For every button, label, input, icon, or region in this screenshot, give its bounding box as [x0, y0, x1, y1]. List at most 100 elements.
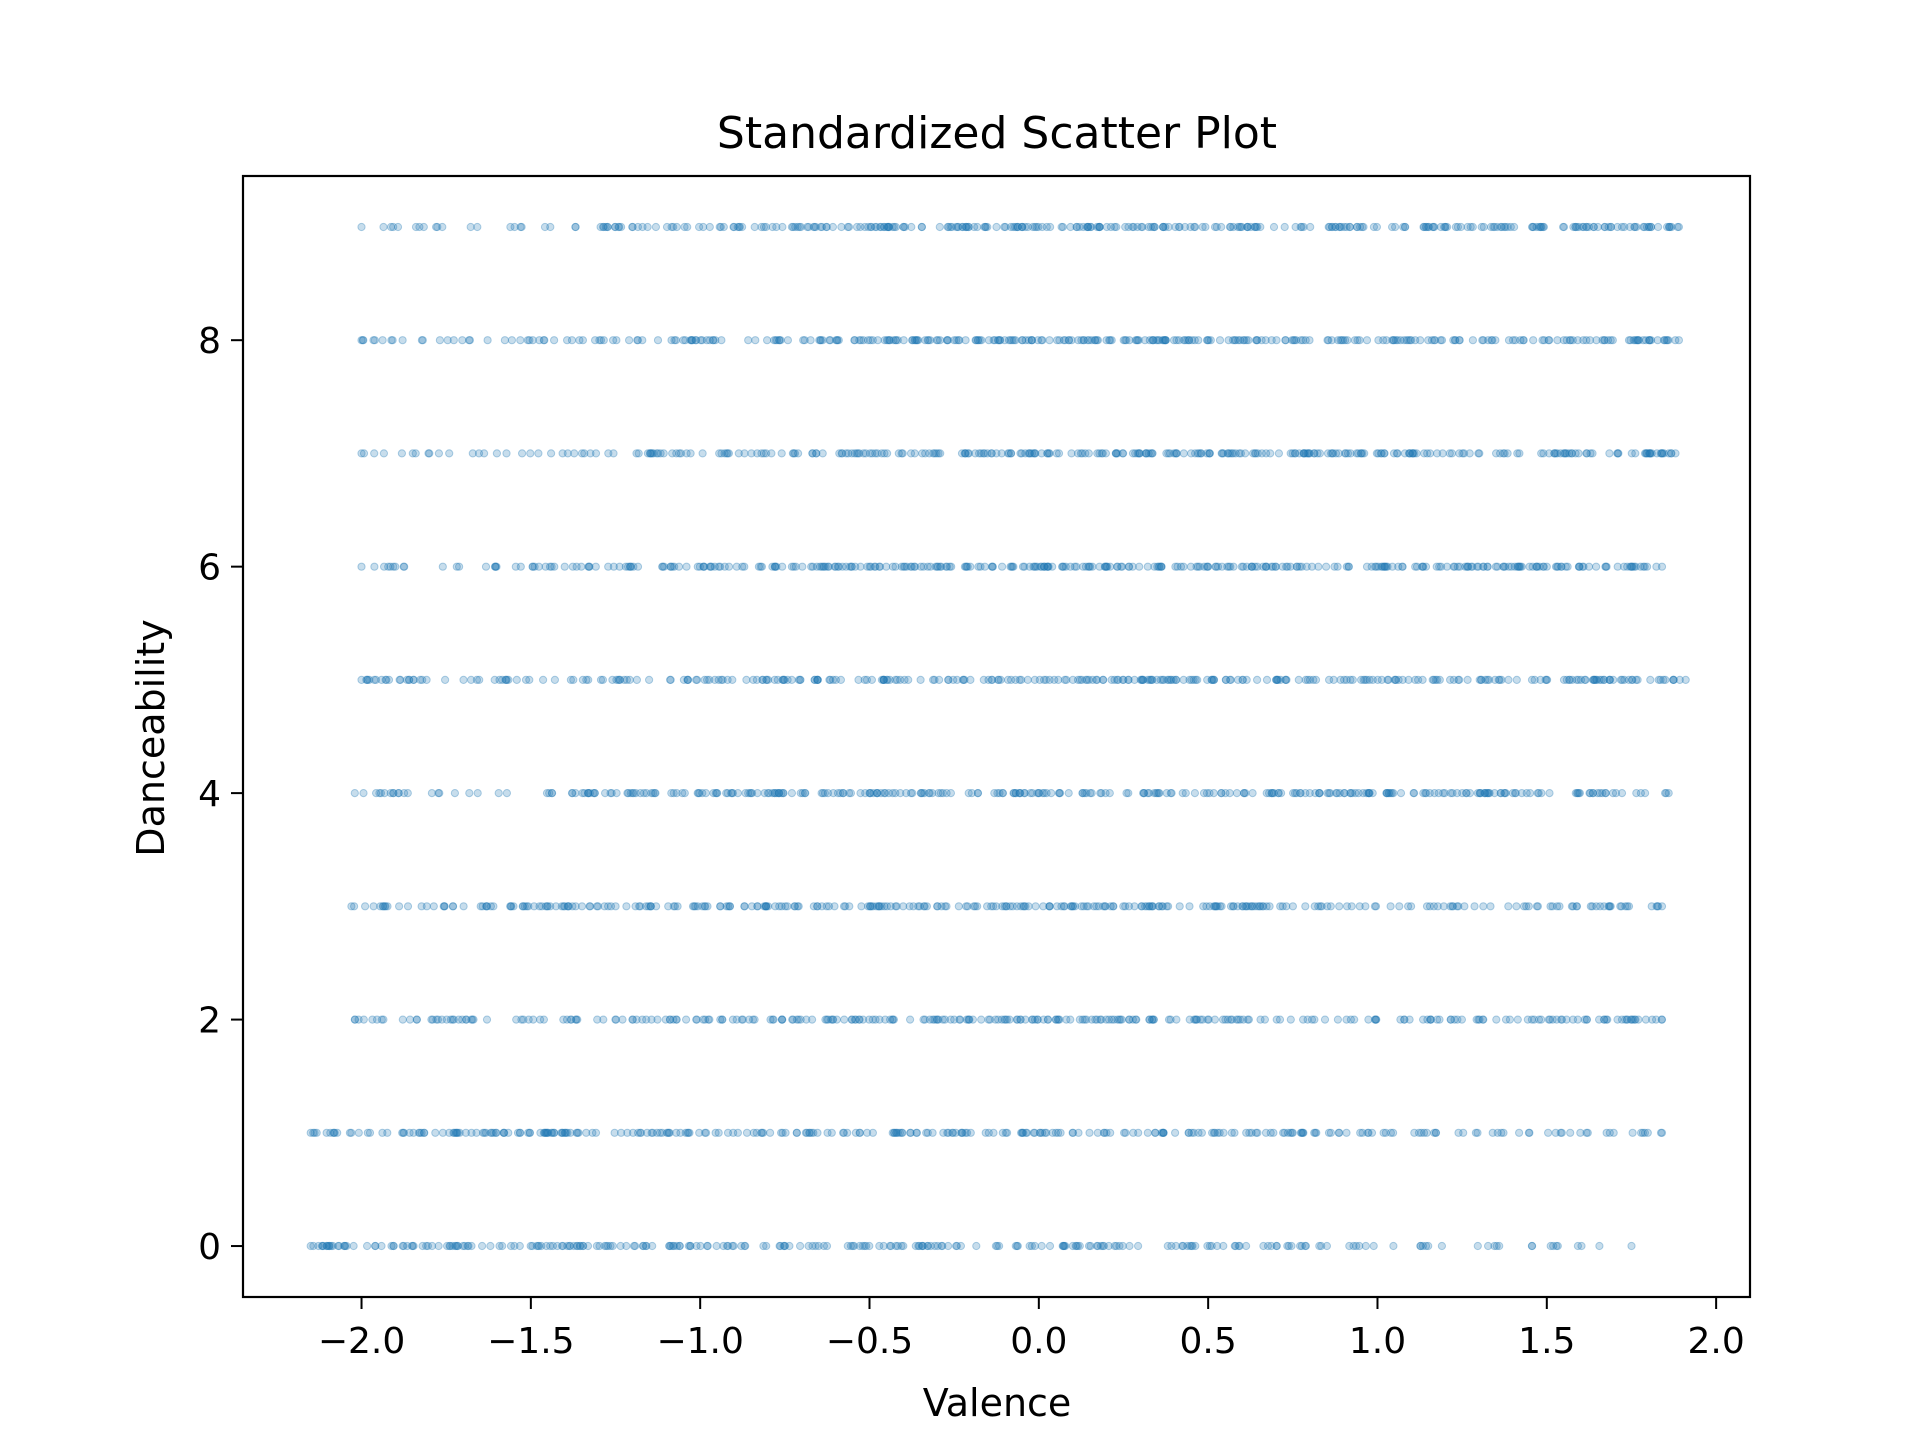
scatter-point [1169, 675, 1178, 685]
scatter-point [1155, 902, 1164, 911]
scatter-point [925, 789, 934, 798]
scatter-point [472, 675, 481, 685]
scatter-point [512, 1015, 521, 1024]
scatter-point [854, 675, 863, 685]
scatter-point [1389, 1241, 1398, 1251]
scatter-point [762, 902, 771, 911]
scatter-point [929, 675, 938, 685]
scatter-point [1532, 562, 1542, 571]
scatter-point [952, 1241, 962, 1251]
scatter-point [944, 1128, 953, 1137]
scatter-point [1055, 336, 1064, 345]
scatter-point [788, 1015, 798, 1024]
scatter-point [897, 1128, 906, 1137]
scatter-point [1194, 1128, 1203, 1137]
scatter-point [918, 789, 927, 798]
scatter-point [1060, 902, 1069, 911]
scatter-point [892, 1128, 901, 1137]
scatter-point [1440, 222, 1449, 232]
scatter-point [1352, 222, 1362, 232]
scatter-point [563, 1241, 572, 1251]
scatter-point [718, 675, 727, 685]
scatter-point [530, 902, 539, 911]
scatter-point [1213, 1241, 1222, 1251]
scatter-point [312, 1128, 321, 1137]
scatter-point [1601, 562, 1610, 571]
scatter-point [350, 902, 359, 911]
scatter-point [1431, 1128, 1441, 1137]
x-tick-label: −2.0 [318, 1321, 405, 1362]
scatter-point [1491, 562, 1501, 571]
scatter-point [1486, 902, 1495, 911]
scatter-point [1383, 675, 1392, 685]
scatter-point [306, 1128, 315, 1137]
scatter-point [1345, 1241, 1354, 1251]
scatter-point [593, 902, 603, 911]
scatter-point [628, 1015, 637, 1024]
scatter-point [1016, 902, 1026, 911]
scatter-point [381, 675, 390, 685]
scatter-point [1357, 675, 1366, 685]
scatter-point [875, 1241, 884, 1251]
scatter-point [1379, 1128, 1388, 1137]
scatter-point [1197, 1128, 1207, 1137]
scatter-point [1553, 449, 1562, 458]
scatter-point [855, 1128, 864, 1137]
scatter-point [917, 222, 927, 232]
scatter-point [547, 789, 557, 798]
scatter-point [1367, 1128, 1377, 1137]
scatter-point [1125, 1015, 1134, 1024]
scatter-point [875, 562, 885, 571]
scatter-point [1135, 562, 1144, 571]
scatter-point [1273, 675, 1282, 685]
scatter-point [458, 1241, 468, 1251]
scatter-point [1467, 562, 1476, 571]
scatter-point [1483, 789, 1492, 798]
scatter-point [1043, 562, 1053, 571]
scatter-point [1497, 1128, 1506, 1137]
scatter-point [1020, 902, 1029, 911]
scatter-point [644, 902, 653, 911]
scatter-point [1652, 902, 1661, 911]
scatter-point [1267, 789, 1276, 798]
scatter-point [628, 1015, 637, 1024]
scatter-point [729, 1128, 738, 1137]
scatter-point [762, 1241, 771, 1251]
scatter-point [314, 1241, 323, 1251]
scatter-point [1066, 562, 1075, 571]
scatter-point [683, 675, 692, 685]
scatter-point [779, 1241, 788, 1251]
scatter-point [504, 1128, 513, 1137]
scatter-point [379, 449, 388, 458]
scatter-point [1324, 1128, 1334, 1137]
scatter-point [792, 1015, 802, 1024]
scatter-point [357, 449, 366, 458]
scatter-point [1020, 789, 1030, 798]
scatter-point [524, 1015, 533, 1024]
scatter-point [1124, 789, 1133, 798]
scatter-point [564, 902, 573, 911]
scatter-point [1174, 222, 1184, 232]
scatter-point [1079, 902, 1088, 911]
scatter-point [991, 1015, 1000, 1024]
scatter-point [826, 675, 835, 685]
scatter-point [1298, 1128, 1308, 1137]
scatter-point [1284, 1241, 1293, 1251]
scatter-point [1510, 789, 1520, 798]
scatter-point [359, 1015, 368, 1024]
scatter-point [1143, 1128, 1152, 1137]
scatter-point [416, 675, 425, 685]
scatter-point [452, 562, 461, 571]
scatter-point [899, 222, 908, 232]
scatter-point [775, 789, 784, 798]
scatter-point [1400, 1015, 1409, 1024]
scatter-point [959, 675, 968, 685]
scatter-point [563, 902, 572, 911]
scatter-point [1236, 449, 1246, 458]
scatter-point [646, 902, 656, 911]
scatter-point [1315, 789, 1324, 798]
scatter-point [639, 789, 649, 798]
scatter-point [1394, 675, 1403, 685]
scatter-point [948, 1128, 957, 1137]
scatter-point [952, 1241, 961, 1251]
